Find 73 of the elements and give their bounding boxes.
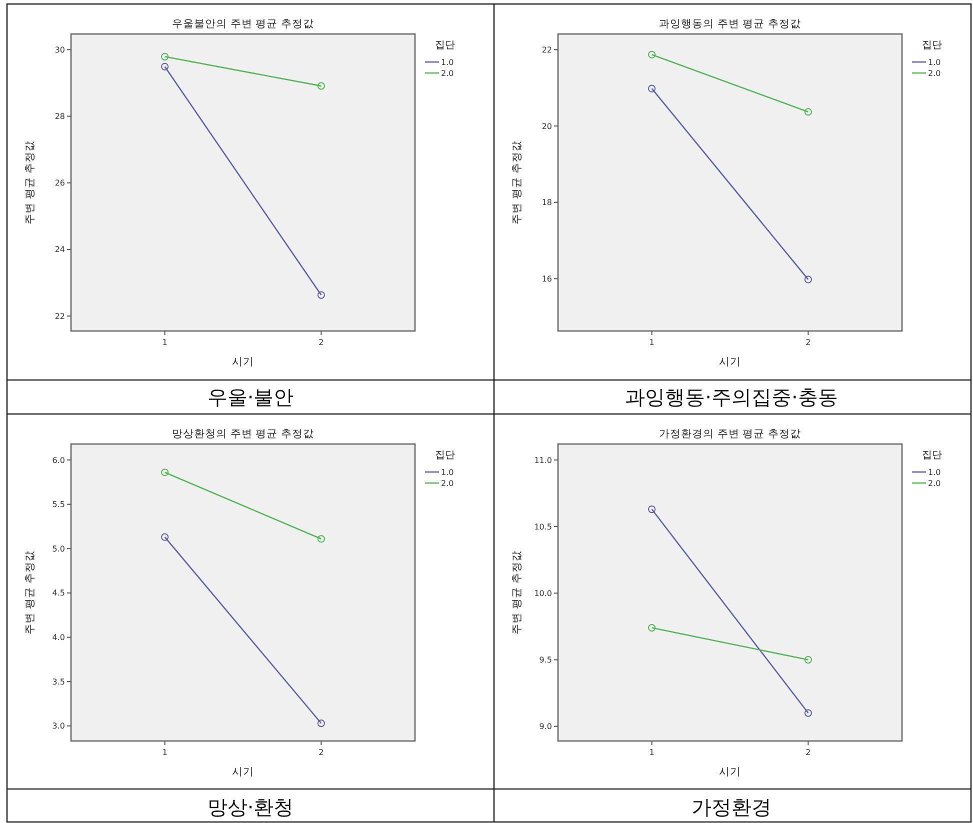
x-axis-title: 시기: [719, 356, 741, 368]
legend-label: 2.0: [441, 478, 454, 488]
x-tick-label: 2: [806, 338, 811, 347]
text: 가정환경: [692, 795, 772, 819]
legend-title: 집단: [922, 450, 942, 461]
y-axis-title: 주변 평균 추정값: [511, 140, 523, 224]
point: [648, 505, 656, 514]
x-axis-title: 시기: [719, 766, 741, 778]
legend-label: 2.0: [928, 68, 941, 78]
chart-title: 우울불안의 주변 평균 추정값: [172, 18, 314, 30]
x-tick-label: 2: [806, 748, 811, 757]
point: [648, 84, 656, 92]
point: [804, 656, 812, 664]
y-tick-label: 5.0: [52, 544, 65, 554]
y-tick-label: 11.0: [534, 456, 552, 465]
chart-title: 과잉행동의 주변 평균 추정값: [658, 18, 802, 30]
legend-title: 집단: [922, 40, 942, 51]
x-tick-label: 2: [318, 338, 324, 347]
y-tick-label: 22: [54, 312, 65, 321]
y-tick-label: 10.5: [534, 522, 552, 532]
y-tick-label: 18: [542, 198, 552, 208]
legend-title: 집단: [435, 40, 455, 51]
y-tick-label: 24: [54, 245, 65, 254]
x-tick-label: 1: [162, 338, 168, 347]
chart-title: 망상환청의 주변 평균 추정값: [172, 428, 314, 440]
y-tick-label: 4.0: [52, 633, 65, 642]
legend-label: 1.0: [441, 58, 454, 67]
text: 과잉행동·주의집중·충동: [625, 385, 838, 409]
point: [317, 535, 325, 543]
text: 우울·불안: [207, 385, 294, 409]
y-tick-label: 5.5: [52, 500, 65, 510]
point: [648, 624, 656, 632]
point: [161, 52, 169, 60]
x-axis-title: 시기: [232, 356, 254, 368]
y-tick-label: 16: [542, 274, 552, 284]
y-axis-title: 주변 평균 추정값: [24, 550, 36, 634]
y-tick-label: 30: [54, 45, 65, 54]
y-tick-label: 9.0: [539, 722, 552, 732]
x-tick-label: 2: [318, 748, 324, 757]
y-tick-label: 22: [542, 45, 552, 54]
y-axis-title: 주변 평균 추정값: [24, 140, 36, 224]
point: [161, 468, 169, 476]
y-tick-label: 6.0: [52, 456, 65, 465]
legend-label: 2.0: [928, 478, 941, 488]
y-tick-label: 28: [54, 112, 65, 122]
point: [317, 291, 325, 299]
y-tick-label: 3.5: [52, 677, 65, 686]
y-tick-label: 4.5: [52, 588, 65, 598]
point: [161, 533, 169, 541]
y-tick-label: 9.5: [539, 656, 552, 665]
y-tick-label: 26: [54, 178, 65, 188]
x-tick-label: 1: [649, 338, 654, 347]
legend-label: 1.0: [928, 58, 941, 67]
y-tick-label: 10.0: [534, 588, 552, 598]
point: [161, 62, 169, 70]
legend-label: 1.0: [928, 468, 941, 477]
chart-title: 가정환경의 주변 평균 추정값: [658, 428, 802, 440]
point: [317, 82, 325, 90]
legend-label: 1.0: [441, 468, 454, 477]
y-tick-label: 3.0: [52, 722, 65, 731]
y-axis-title: 주변 평균 추정값: [511, 550, 523, 634]
x-axis-title: 시기: [232, 766, 254, 778]
legend-label: 2.0: [441, 68, 454, 78]
point: [648, 50, 656, 58]
y-tick-label: 20: [542, 122, 552, 131]
x-tick-label: 1: [649, 748, 654, 757]
point: [317, 719, 325, 728]
legend-title: 집단: [435, 450, 455, 461]
x-tick-label: 1: [162, 748, 168, 757]
point: [804, 276, 812, 284]
point: [804, 108, 812, 116]
point: [804, 709, 812, 717]
text: 망상·환청: [207, 795, 294, 819]
